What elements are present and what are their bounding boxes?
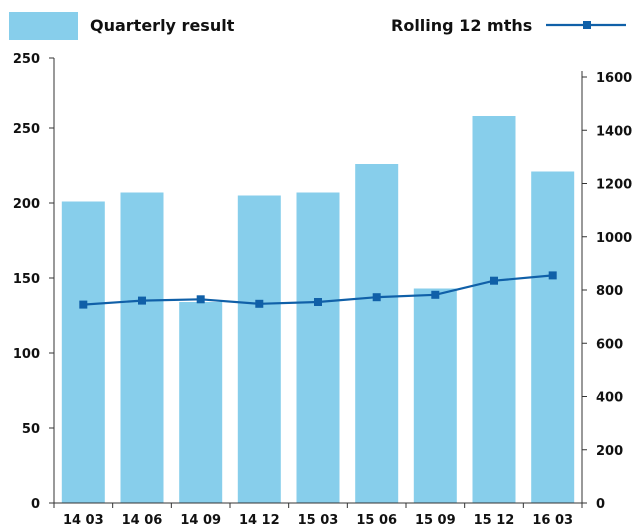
left-axis-ticks: 0 50 100 150 200 250 250 [13,52,54,512]
right-tick-label: 200 [596,444,623,459]
x-tick-label: 15 09 [415,513,456,528]
bar-15-03 [296,192,340,503]
x-tick-label: 15 03 [298,513,339,528]
line-point-14-06 [138,296,146,305]
left-tick-label: 50 [22,422,40,437]
x-tick-label: 14 12 [239,513,280,528]
x-tick-label: 16 03 [532,513,573,528]
bar-14-09 [179,302,223,503]
right-tick-label: 400 [596,391,623,406]
left-tick-label: 250 [13,122,40,137]
legend-swatch-quarterly-result [9,12,78,40]
x-tick-label: 14 06 [122,513,163,528]
right-tick-label: 600 [596,337,623,352]
left-tick-label: 100 [13,347,40,362]
right-tick-label: 1000 [596,231,632,246]
left-tick-label: 150 [13,272,40,287]
right-tick-label: 1400 [596,124,632,139]
bar-16-03 [531,171,575,503]
bar-14-06 [120,192,164,503]
bar-14-12 [237,195,281,503]
x-tick-label: 14 09 [180,513,221,528]
line-series-rolling-12-mths [79,271,557,309]
left-tick-label: 250 [13,52,40,67]
bar-15-09 [413,288,457,503]
left-tick-label: 200 [13,197,40,212]
right-tick-label: 1200 [596,178,632,193]
x-axis-ticks: 14 03 14 06 14 09 14 12 15 03 15 06 15 09 15 12… [53,503,583,528]
bar-15-12 [472,116,516,503]
legend-label-rolling-12-mths: Rolling 12 mths [391,16,532,35]
line-point-14-12 [255,299,264,308]
legend: Quarterly result Rolling 12 mths [9,12,626,40]
right-tick-label: 1600 [596,71,632,86]
right-tick-label: 0 [596,497,605,512]
x-tick-label: 15 12 [474,513,515,528]
x-tick-label: 14 03 [63,513,104,528]
legend-label-quarterly-result: Quarterly result [90,16,235,35]
line-point-14-09 [196,295,205,304]
bar-series-quarterly-result [61,116,575,503]
right-axis-ticks: 0 200 400 600 800 1000 1200 1400 1600 [582,71,632,512]
line-point-15-06 [372,293,381,302]
bar-15-06 [355,164,399,503]
line-point-15-12 [490,276,498,285]
line-point-15-03 [314,298,322,306]
line-point-14-03 [79,300,88,309]
line-point-15-09 [431,290,440,299]
bar-14-03 [61,201,105,503]
x-tick-label: 15 06 [356,513,397,528]
right-tick-label: 800 [596,284,623,299]
left-tick-label: 0 [31,497,40,512]
legend-marker-rolling-12-mths [583,21,591,29]
line-point-16-03 [548,271,557,280]
